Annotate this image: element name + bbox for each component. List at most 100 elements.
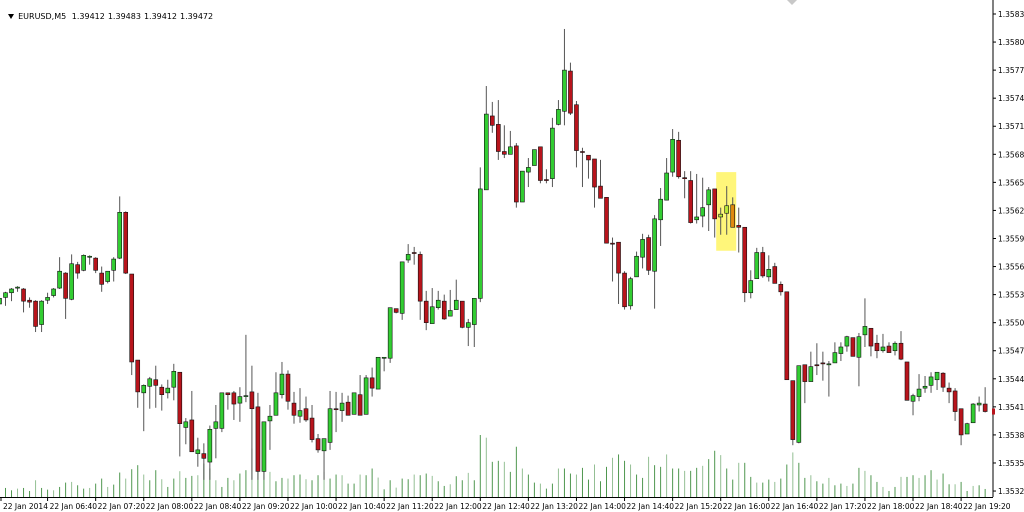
- bull-candle-body: [484, 113, 489, 191]
- bear-candle-body: [441, 300, 447, 320]
- bear-candle-body: [580, 151, 585, 153]
- candle: [958, 408, 964, 446]
- x-tick-label: 22 Jan 06:40: [50, 502, 98, 511]
- bull-candle-body: [435, 299, 441, 309]
- candle: [562, 28, 567, 126]
- bear-candle-body: [459, 300, 465, 328]
- bull-candle-body: [826, 363, 832, 366]
- candle: [520, 170, 525, 203]
- candle: [586, 154, 591, 179]
- x-tick-label: 22 Jan 12:40: [482, 502, 530, 511]
- candle: [676, 131, 681, 179]
- y-tick-label: 1.35535: [998, 291, 1024, 300]
- chart-shift-marker-icon[interactable]: [787, 0, 797, 5]
- bear-candle-body: [153, 379, 159, 386]
- candle: [39, 300, 44, 333]
- bull-candle-body: [508, 146, 513, 155]
- bear-candle-body: [778, 284, 784, 293]
- chart-header: EURUSD,M5 1.39412 1.39483 1.39412 1.39472: [3, 0, 216, 22]
- bear-candle-body: [886, 345, 892, 353]
- bear-candle-body: [490, 115, 495, 126]
- x-tick-label: 22 Jan 18:40: [915, 502, 963, 511]
- bear-candle-body: [820, 362, 826, 365]
- candle: [658, 187, 663, 246]
- bear-candle-body: [303, 408, 309, 421]
- candle: [970, 403, 976, 424]
- bull-candle-body: [183, 421, 189, 428]
- candle: [345, 395, 351, 416]
- bull-candle-body: [796, 365, 802, 443]
- bear-candle-body: [730, 204, 736, 228]
- bear-candle-body: [249, 391, 255, 410]
- bull-candle-body: [976, 402, 982, 406]
- candle: [51, 288, 56, 298]
- bull-candle-body: [970, 403, 976, 424]
- candle: [532, 149, 537, 166]
- candle: [748, 270, 754, 299]
- candle: [105, 270, 110, 284]
- candle: [93, 257, 98, 274]
- candle: [790, 380, 796, 446]
- candle: [922, 375, 928, 393]
- y-tick-label: 1.35355: [998, 459, 1024, 468]
- candle: [225, 392, 231, 410]
- bull-candle-body: [694, 216, 699, 221]
- bear-candle-body: [688, 180, 693, 223]
- bull-candle-body: [39, 300, 44, 325]
- candle: [231, 390, 237, 420]
- y-tick-label: 1.35655: [998, 178, 1024, 187]
- bear-candle-body: [742, 226, 748, 294]
- candle: [123, 211, 129, 275]
- candle: [0, 298, 2, 305]
- y-tick-label: 1.35625: [998, 206, 1024, 215]
- bear-candle-body: [393, 308, 399, 313]
- bull-candle-body: [526, 167, 531, 173]
- bull-candle-body: [844, 336, 850, 347]
- x-tick-label: 22 Jan 16:00: [723, 502, 771, 511]
- bull-candle-body: [147, 378, 153, 387]
- candle: [33, 300, 38, 333]
- candle: [760, 246, 766, 278]
- candle: [568, 62, 573, 116]
- symbol-label: EURUSD,M5: [18, 12, 67, 21]
- bull-candle-body: [117, 211, 122, 259]
- bull-candle-body: [69, 263, 74, 300]
- candle: [910, 393, 916, 416]
- bear-candle-body: [502, 151, 507, 155]
- candle: [952, 388, 958, 421]
- candle: [309, 404, 315, 443]
- bear-candle-body: [309, 417, 315, 440]
- candle: [183, 418, 189, 445]
- candle: [706, 187, 711, 232]
- candle: [928, 372, 934, 393]
- candle: [772, 262, 778, 284]
- bull-candle-body: [0, 298, 2, 305]
- candle: [640, 233, 645, 269]
- candle: [3, 291, 8, 306]
- y-tick-label: 1.35565: [998, 263, 1024, 272]
- bear-candle-body: [93, 257, 98, 271]
- y-tick-label: 1.35805: [998, 38, 1024, 47]
- candle: [87, 255, 92, 265]
- x-tick-label: 22 Jan 14:00: [578, 502, 626, 511]
- bear-candle-body: [712, 188, 717, 220]
- candle: [237, 387, 243, 422]
- candle: [682, 171, 687, 199]
- candle: [826, 361, 832, 397]
- collapse-triangle-icon[interactable]: [8, 14, 15, 19]
- candle: [321, 438, 327, 480]
- candle: [880, 333, 886, 353]
- candle: [574, 100, 579, 168]
- candle: [604, 197, 609, 244]
- x-tick-label: 22 Jan 10:40: [338, 502, 386, 511]
- bull-candle-body: [832, 352, 838, 364]
- candle: [81, 254, 86, 272]
- candle: [874, 334, 880, 359]
- candle: [622, 271, 627, 310]
- candle: [465, 318, 471, 347]
- x-tick-label: 22 Jan 07:20: [98, 502, 146, 511]
- x-tick-label: 22 Jan 15:20: [675, 502, 723, 511]
- bull-candle-body: [45, 297, 50, 301]
